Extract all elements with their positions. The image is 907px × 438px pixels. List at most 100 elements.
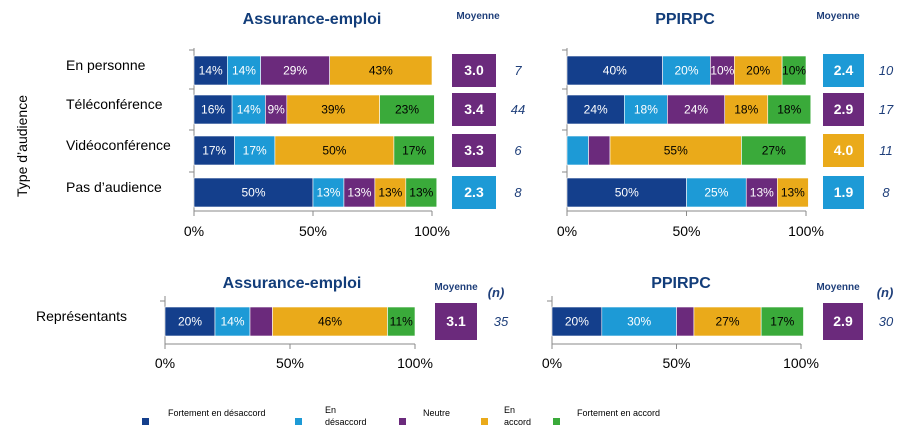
category-label: En personne	[66, 57, 146, 73]
bar-segment	[676, 306, 695, 337]
bar-data-label: 50%	[241, 186, 265, 200]
bar-data-label: 40%	[603, 64, 627, 78]
n-value: 17	[879, 102, 894, 117]
bar-data-label: 17%	[402, 144, 426, 158]
x-tick-label: 50%	[662, 355, 690, 371]
bar-data-label: 18%	[734, 103, 758, 117]
n-value: 6	[514, 143, 522, 158]
n-value: 44	[511, 102, 525, 117]
bar-data-label: 29%	[283, 64, 307, 78]
bar-segment	[760, 306, 804, 337]
x-tick-label: 0%	[557, 223, 577, 239]
bar-data-label: 50%	[322, 144, 346, 158]
bar-segment	[234, 135, 276, 166]
bar-segment	[193, 55, 228, 86]
mean-box	[452, 176, 496, 209]
bar-data-label: 27%	[762, 144, 786, 158]
bar-segment	[193, 177, 314, 208]
mean-box	[823, 93, 864, 126]
bar-data-label: 9%	[267, 103, 285, 117]
mean-header: Moyenne	[434, 282, 478, 293]
bar-data-label: 11%	[390, 315, 413, 329]
n-value: 11	[879, 143, 893, 158]
panel-title: PPIRPC	[655, 11, 715, 28]
bar-segment	[249, 306, 273, 337]
bar-data-label: 18%	[634, 103, 658, 117]
bar-segment	[274, 135, 395, 166]
category-label: Téléconférence	[66, 96, 163, 112]
category-label: Représentants	[36, 308, 127, 324]
mean-value: 3.0	[464, 62, 484, 78]
bar-data-label: 14%	[220, 315, 244, 329]
bar-data-label: 13%	[781, 186, 805, 200]
bar-data-label: 14%	[237, 103, 261, 117]
legend-label: Neutre	[423, 408, 450, 418]
n-value: 10	[879, 63, 894, 78]
mean-value: 2.9	[833, 313, 853, 329]
bar-segment	[193, 94, 233, 125]
bar-segment	[733, 55, 783, 86]
y-axis-title: Type d’audience	[14, 95, 30, 197]
bar-data-label: 20%	[178, 315, 202, 329]
bar-segment	[374, 177, 407, 208]
n-value: 7	[514, 63, 522, 78]
bar-data-label: 13%	[409, 186, 433, 200]
mean-value: 2.9	[834, 101, 854, 117]
bar-segment	[662, 55, 711, 86]
bar-data-label: 20%	[674, 64, 698, 78]
bar-segment	[566, 135, 589, 166]
bar-data-label: 55%	[664, 144, 688, 158]
bar-segment	[588, 135, 611, 166]
n-value: 8	[514, 185, 522, 200]
x-tick-label: 100%	[788, 223, 824, 239]
legend-swatch	[142, 418, 149, 425]
bar-segment	[286, 94, 380, 125]
bar-data-label: 39%	[321, 103, 345, 117]
bar-segment	[193, 135, 235, 166]
bar-segment	[693, 306, 762, 337]
category-label: Vidéoconférence	[66, 137, 171, 153]
bar-data-label: 18%	[777, 103, 801, 117]
mean-header: Moyenne	[816, 282, 860, 293]
legend-swatch	[553, 418, 560, 425]
bar-segment	[566, 55, 663, 86]
mean-box	[435, 303, 477, 340]
bar-data-label: 24%	[584, 103, 608, 117]
bar-data-label: 16%	[201, 103, 225, 117]
bar-segment	[745, 177, 778, 208]
bar-segment	[667, 94, 726, 125]
x-tick-label: 50%	[276, 355, 304, 371]
mean-value: 3.4	[464, 101, 484, 117]
x-tick-label: 0%	[155, 355, 175, 371]
bar-segment	[601, 306, 677, 337]
mean-value: 4.0	[834, 142, 854, 158]
x-tick-label: 100%	[414, 223, 450, 239]
bar-segment	[312, 177, 345, 208]
bar-data-label: 27%	[716, 315, 740, 329]
bar-segment	[393, 135, 435, 166]
bar-segment	[686, 177, 747, 208]
bar-segment	[164, 306, 216, 337]
bar-segment	[551, 306, 603, 337]
bar-segment	[272, 306, 388, 337]
bar-segment	[231, 94, 266, 125]
mean-box	[452, 134, 496, 167]
bar-segment	[777, 177, 809, 208]
mean-box	[452, 93, 496, 126]
bar-data-label: 50%	[615, 186, 639, 200]
bar-data-label: 25%	[704, 186, 728, 200]
x-tick-label: 100%	[397, 355, 433, 371]
mean-box	[823, 303, 863, 340]
bar-data-label: 10%	[710, 64, 734, 78]
legend-label: Fortement en désaccord	[168, 408, 266, 418]
bar-data-label: 14%	[199, 64, 223, 78]
legend-label: accord	[504, 417, 531, 427]
bar-segment	[609, 135, 742, 166]
legend-label: En	[325, 405, 336, 415]
legend-label: Fortement en accord	[577, 408, 660, 418]
bar-segment	[214, 306, 251, 337]
panel-title: Assurance-emploi	[243, 11, 382, 28]
x-tick-label: 100%	[783, 355, 819, 371]
mean-header: Moyenne	[456, 11, 500, 22]
